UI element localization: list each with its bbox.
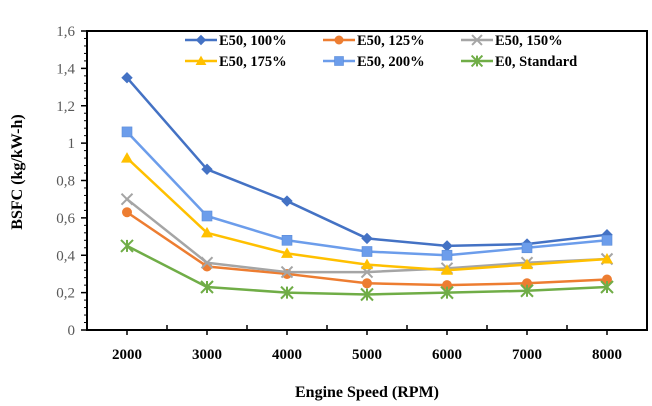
legend-item: E50, 150% bbox=[461, 33, 563, 49]
series-line bbox=[126, 76, 608, 248]
data-point bbox=[362, 278, 372, 289]
legend-label: E50, 150% bbox=[495, 33, 563, 49]
data-point bbox=[281, 195, 293, 207]
legend-item: E50, 175% bbox=[185, 54, 287, 70]
legend-swatch-marker bbox=[471, 34, 483, 46]
data-point bbox=[602, 274, 612, 285]
x-tick-label: 8000 bbox=[592, 347, 622, 363]
data-point bbox=[122, 207, 132, 218]
legend-swatch-marker bbox=[334, 56, 344, 66]
y-tick-label: 1,2 bbox=[56, 99, 75, 115]
x-tick-label: 3000 bbox=[192, 347, 222, 363]
data-point bbox=[601, 235, 613, 246]
y-tick-label: 0,8 bbox=[56, 174, 75, 190]
data-point bbox=[120, 192, 134, 206]
data-point bbox=[521, 242, 533, 254]
y-tick-label: 1,6 bbox=[56, 24, 75, 40]
x-tick-label: 5000 bbox=[352, 347, 382, 363]
legend-label: E50, 200% bbox=[357, 54, 425, 70]
data-point bbox=[201, 163, 213, 175]
legend-swatch-marker bbox=[470, 54, 484, 68]
y-tick-label: 0 bbox=[68, 323, 76, 339]
data-point bbox=[600, 280, 614, 294]
data-point bbox=[521, 258, 533, 270]
data-point bbox=[120, 239, 134, 253]
data-point bbox=[442, 280, 452, 291]
y-tick-label: 0,2 bbox=[56, 286, 75, 302]
legend-swatch-marker bbox=[195, 34, 207, 46]
x-axis-title: Engine Speed (RPM) bbox=[295, 384, 439, 401]
data-point bbox=[121, 152, 133, 163]
data-point bbox=[201, 210, 213, 222]
series-e50-200 bbox=[121, 126, 613, 261]
y-axis: 0 0,2 0,4 0,6 0,8 1 1,2 1,4 1,6 bbox=[56, 24, 87, 339]
data-point bbox=[200, 256, 214, 269]
data-point bbox=[201, 226, 213, 238]
series-e50-125 bbox=[122, 207, 612, 291]
data-point bbox=[361, 258, 373, 270]
data-point bbox=[121, 72, 133, 84]
data-point bbox=[522, 278, 532, 289]
x-tick-label: 7000 bbox=[512, 347, 542, 363]
data-point bbox=[281, 247, 293, 258]
data-point bbox=[200, 280, 214, 294]
data-point bbox=[121, 126, 133, 138]
data-point bbox=[440, 285, 454, 300]
data-point bbox=[441, 249, 453, 261]
legend: E50, 100% E50, 125% E50, 150% E50, 175% E50,… bbox=[185, 33, 577, 70]
series-e50-100 bbox=[121, 72, 613, 252]
data-point bbox=[520, 284, 534, 298]
legend-label: E50, 100% bbox=[219, 33, 287, 49]
x-tick-label: 4000 bbox=[272, 347, 302, 363]
y-tick-label: 0,4 bbox=[56, 248, 75, 264]
series-e0-standard bbox=[120, 239, 614, 302]
data-point bbox=[601, 252, 613, 264]
data-point bbox=[361, 246, 373, 257]
data-point bbox=[441, 240, 453, 252]
legend-item: E0, Standard bbox=[461, 54, 577, 70]
legend-label: E0, Standard bbox=[495, 54, 577, 70]
legend-swatch-marker bbox=[195, 55, 207, 66]
data-point bbox=[280, 265, 294, 279]
y-tick-label: 1 bbox=[68, 136, 76, 152]
legend-label: E50, 125% bbox=[357, 33, 425, 49]
y-tick-label: 0,6 bbox=[56, 211, 75, 227]
legend-item: E50, 100% bbox=[185, 33, 287, 49]
x-tick-label: 2000 bbox=[112, 347, 142, 363]
y-axis-title: BSFC (kg/kW-h) bbox=[9, 114, 26, 229]
series-e50-175 bbox=[121, 152, 613, 275]
x-axis: 2000 3000 4000 5000 6000 7000 8000 bbox=[112, 325, 622, 363]
data-point bbox=[360, 287, 374, 302]
data-point bbox=[361, 232, 373, 245]
legend-item: E50, 125% bbox=[323, 33, 425, 49]
legend-item: E50, 200% bbox=[323, 54, 425, 70]
legend-swatch-marker bbox=[334, 35, 344, 45]
legend-label: E50, 175% bbox=[219, 54, 287, 70]
data-point bbox=[281, 235, 293, 246]
data-point bbox=[441, 264, 453, 275]
series-layer bbox=[120, 72, 614, 302]
y-tick-label: 1,4 bbox=[56, 61, 75, 77]
data-point bbox=[280, 285, 294, 300]
x-tick-label: 6000 bbox=[432, 347, 462, 363]
